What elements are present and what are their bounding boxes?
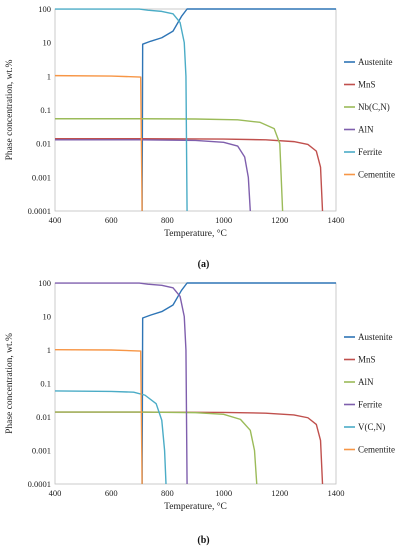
x-tick-label: 800 <box>161 488 174 498</box>
legend-entry: MnS <box>358 80 376 90</box>
legend-entry: V(C,N) <box>358 422 385 432</box>
series-line-austenite <box>141 8 336 212</box>
y-tick-label: 0.0001 <box>28 479 51 489</box>
x-tick-label: 600 <box>105 488 118 498</box>
series-line-mns <box>55 138 324 212</box>
chart-panel-b: 0.0001 0.001 0.01 0.1 1 10 100 400 600 800 1000 120… <box>5 278 395 546</box>
x-tick-label: 1000 <box>215 215 232 225</box>
legend-entry: MnS <box>358 355 376 365</box>
series-line-mns <box>55 411 324 485</box>
x-tick-label: 1400 <box>328 215 345 225</box>
y-tick-label: 0.001 <box>32 172 51 182</box>
x-tick-label: 400 <box>49 488 62 498</box>
series-line-austenite <box>141 282 336 485</box>
y-axis-title: Phase concentration, wt.% <box>5 333 15 434</box>
legend-entry: Nb(C,N) <box>358 102 390 112</box>
legend-entry: Austenite <box>358 332 393 342</box>
series-line-nb-c-n <box>55 118 284 212</box>
y-tick-label: 0.01 <box>36 139 51 149</box>
y-tick-label: 0.1 <box>40 105 51 115</box>
x-tick-label: 600 <box>105 215 118 225</box>
x-tick-label: 1400 <box>328 488 345 498</box>
y-tick-label: 1 <box>47 345 51 355</box>
plot-frame <box>54 8 337 212</box>
series-line-aln <box>55 411 258 485</box>
y-tick-label: 0.0001 <box>28 206 51 216</box>
series-line-ferrite <box>55 8 188 212</box>
series-line-cementite <box>54 349 143 485</box>
series-line-v-c-n <box>54 390 167 485</box>
x-tick-label: 1200 <box>271 215 288 225</box>
series-line-aln <box>55 139 251 212</box>
y-tick-label: 10 <box>43 38 52 48</box>
y-tick-label: 10 <box>43 312 52 322</box>
panel-label: (a) <box>198 259 210 270</box>
legend-entry: Austenite <box>358 57 393 67</box>
y-axis-title: Phase concentration, wt.% <box>5 60 15 161</box>
legend-entry: Cementite <box>358 170 395 180</box>
y-tick-label: 100 <box>38 278 51 288</box>
y-tick-label: 1 <box>47 71 51 81</box>
x-axis-title: Temperature, °C <box>164 228 227 239</box>
x-axis-title: Temperature, °C <box>164 501 227 512</box>
plot-frame <box>54 282 337 485</box>
x-tick-label: 400 <box>49 215 62 225</box>
y-tick-label: 100 <box>38 4 51 14</box>
legend-entry: Cementite <box>358 445 395 455</box>
y-tick-label: 0.01 <box>36 412 51 422</box>
series-line-ferrite <box>55 282 188 485</box>
legend-entry: Ferrite <box>358 147 382 157</box>
x-tick-label: 800 <box>161 215 174 225</box>
legend-entry: AlN <box>358 377 374 387</box>
y-tick-label: 0.1 <box>40 379 51 389</box>
x-tick-label: 1000 <box>215 488 232 498</box>
series-line-cementite <box>54 74 143 212</box>
chart-panel-a: 0.0001 0.001 0.01 0.1 1 10 100 400 600 800 1000 120… <box>5 4 395 270</box>
legend-entry: AlN <box>358 125 374 135</box>
panel-label: (b) <box>197 535 209 546</box>
legend-entry: Ferrite <box>358 400 382 410</box>
x-tick-label: 1200 <box>271 488 288 498</box>
y-tick-label: 0.001 <box>32 446 51 456</box>
